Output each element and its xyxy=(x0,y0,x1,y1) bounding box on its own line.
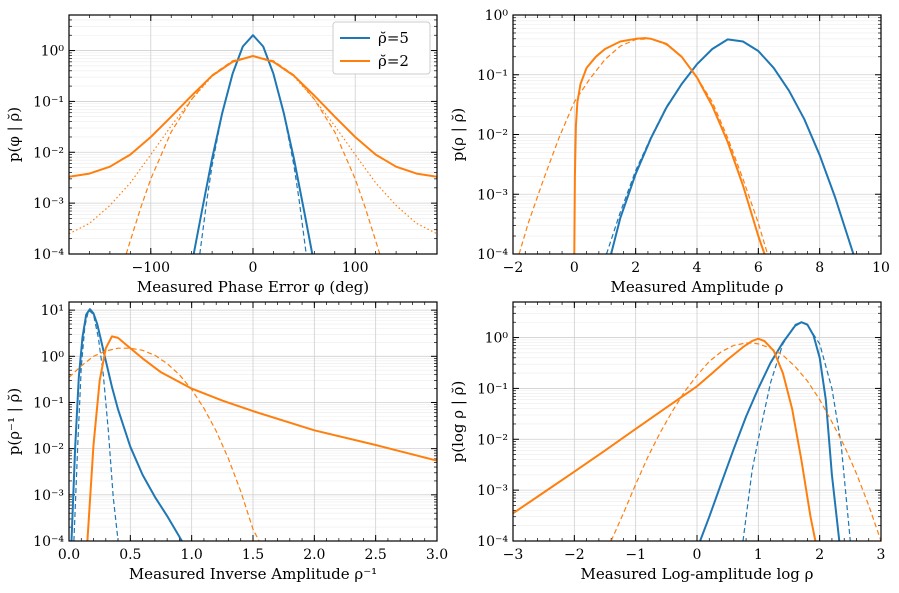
y-tick-label: 10⁻² xyxy=(33,145,64,161)
x-tick-label: 4 xyxy=(693,260,702,276)
x-tick-label: −100 xyxy=(132,260,170,276)
x-tick-label: −2 xyxy=(503,260,524,276)
y-tick-label: 10⁻² xyxy=(33,442,64,458)
y-tick-label: 10⁻³ xyxy=(477,483,508,499)
x-tick-label: 2.0 xyxy=(303,547,325,563)
x-tick-label: 0.5 xyxy=(119,547,141,563)
series-group xyxy=(513,321,881,541)
series--5-exact xyxy=(610,38,855,254)
series-group xyxy=(69,308,437,541)
axes-frame xyxy=(68,301,438,542)
panel-top-left: 10⁻⁴ 10⁻³ 10⁻² 10⁻¹ 10⁰ −100 0 100 Measured Phas… xyxy=(5,14,438,296)
series--2-dotted xyxy=(69,55,437,235)
x-axis-label: Measured Log-amplitude log ρ xyxy=(581,565,814,583)
x-tick-label: 2 xyxy=(631,260,640,276)
series--2-approx xyxy=(125,55,381,254)
x-tick-label: 2.5 xyxy=(365,547,387,563)
y-tick-label: 10⁰ xyxy=(41,44,65,60)
y-tick-label: 10⁻⁴ xyxy=(477,534,508,550)
x-axis-label: Measured Amplitude ρ xyxy=(611,278,784,296)
x-tick-label: 100 xyxy=(342,260,369,276)
x-tick-label: 10 xyxy=(872,260,890,276)
series--5-exact xyxy=(699,321,841,541)
series-group xyxy=(69,34,437,254)
axes-frame xyxy=(512,301,882,542)
panel-bottom-left: 10⁻⁴ 10⁻³ 10⁻² 10⁻¹ 10⁰ 10¹ 0.0 0.5 1.0 1.5 2.0 2.5… xyxy=(5,301,448,583)
x-tick-label: −1 xyxy=(625,547,646,563)
series--5-approx xyxy=(742,321,851,541)
y-tick-label: 10⁻³ xyxy=(477,187,508,203)
y-tick-label: 10⁰ xyxy=(485,8,509,24)
series--5-approx xyxy=(199,34,307,254)
y-tick-label: 10⁻¹ xyxy=(477,381,508,397)
x-tick-label: −2 xyxy=(564,547,585,563)
series-group xyxy=(518,37,855,254)
axes-frame xyxy=(68,14,438,255)
x-tick-label: 1.0 xyxy=(181,547,203,563)
x-axis-label: Measured Inverse Amplitude ρ⁻¹ xyxy=(129,565,377,583)
legend: ρ̆=5 ρ̆=2 xyxy=(332,21,431,75)
y-tick-label: 10⁰ xyxy=(41,349,65,365)
y-tick-label: 10⁻³ xyxy=(33,196,64,212)
y-tick-label: 10⁻⁴ xyxy=(33,247,64,263)
y-tick-label: 10⁻⁴ xyxy=(33,534,64,550)
x-tick-label: 1 xyxy=(754,547,763,563)
series--2-exact xyxy=(513,337,817,541)
legend-label: ρ̆=5 xyxy=(378,29,409,47)
x-tick-label: 0.0 xyxy=(58,547,80,563)
panel-bottom-right: 10⁻⁴ 10⁻³ 10⁻² 10⁻¹ 10⁰ −3 −2 −1 0 1 2 3 Measured Lo… xyxy=(449,301,886,583)
x-tick-label: 0 xyxy=(249,260,258,276)
series--2-exact xyxy=(86,335,437,541)
x-tick-label: 3.0 xyxy=(426,547,448,563)
y-tick-label: 10⁻³ xyxy=(33,488,64,504)
series--5-exact xyxy=(70,308,183,541)
series--2-exact xyxy=(573,37,766,254)
series--2-approx xyxy=(518,38,769,254)
y-axis-label: p(log ρ | ρ̆) xyxy=(449,381,467,463)
series--2-approx xyxy=(69,347,260,541)
x-tick-label: 6 xyxy=(754,260,763,276)
y-axis-label: p(ρ | ρ̆) xyxy=(449,108,467,162)
legend-label: ρ̆=2 xyxy=(378,52,409,70)
x-tick-label: 0 xyxy=(693,547,702,563)
y-tick-label: 10⁻² xyxy=(477,128,508,144)
y-axis-label: p(φ | ρ̆) xyxy=(5,107,23,162)
y-tick-label: 10¹ xyxy=(41,303,64,319)
axes-frame xyxy=(512,14,882,255)
y-tick-label: 10⁻¹ xyxy=(33,395,64,411)
x-tick-label: −3 xyxy=(503,547,524,563)
x-tick-label: 1.5 xyxy=(242,547,264,563)
y-axis-label: p(ρ⁻¹ | ρ̆) xyxy=(5,388,23,455)
y-tick-label: 10⁻¹ xyxy=(477,68,508,84)
series--5-approx xyxy=(605,38,854,254)
x-tick-label: 8 xyxy=(815,260,824,276)
series--2-approx xyxy=(610,342,881,541)
series--5-approx xyxy=(73,309,119,541)
x-axis-label: Measured Phase Error φ (deg) xyxy=(137,278,369,296)
y-tick-label: 10⁻² xyxy=(477,432,508,448)
y-tick-label: 10⁻⁴ xyxy=(477,247,508,263)
panel-top-right: 10⁻⁴ 10⁻³ 10⁻² 10⁻¹ 10⁰ −2 0 2 4 6 8 10 Measured Amp… xyxy=(449,8,890,296)
y-tick-label: 10⁻¹ xyxy=(33,94,64,110)
x-tick-label: 0 xyxy=(570,260,579,276)
x-tick-label: 3 xyxy=(877,547,886,563)
y-tick-label: 10⁰ xyxy=(485,331,509,347)
x-tick-label: 2 xyxy=(815,547,824,563)
